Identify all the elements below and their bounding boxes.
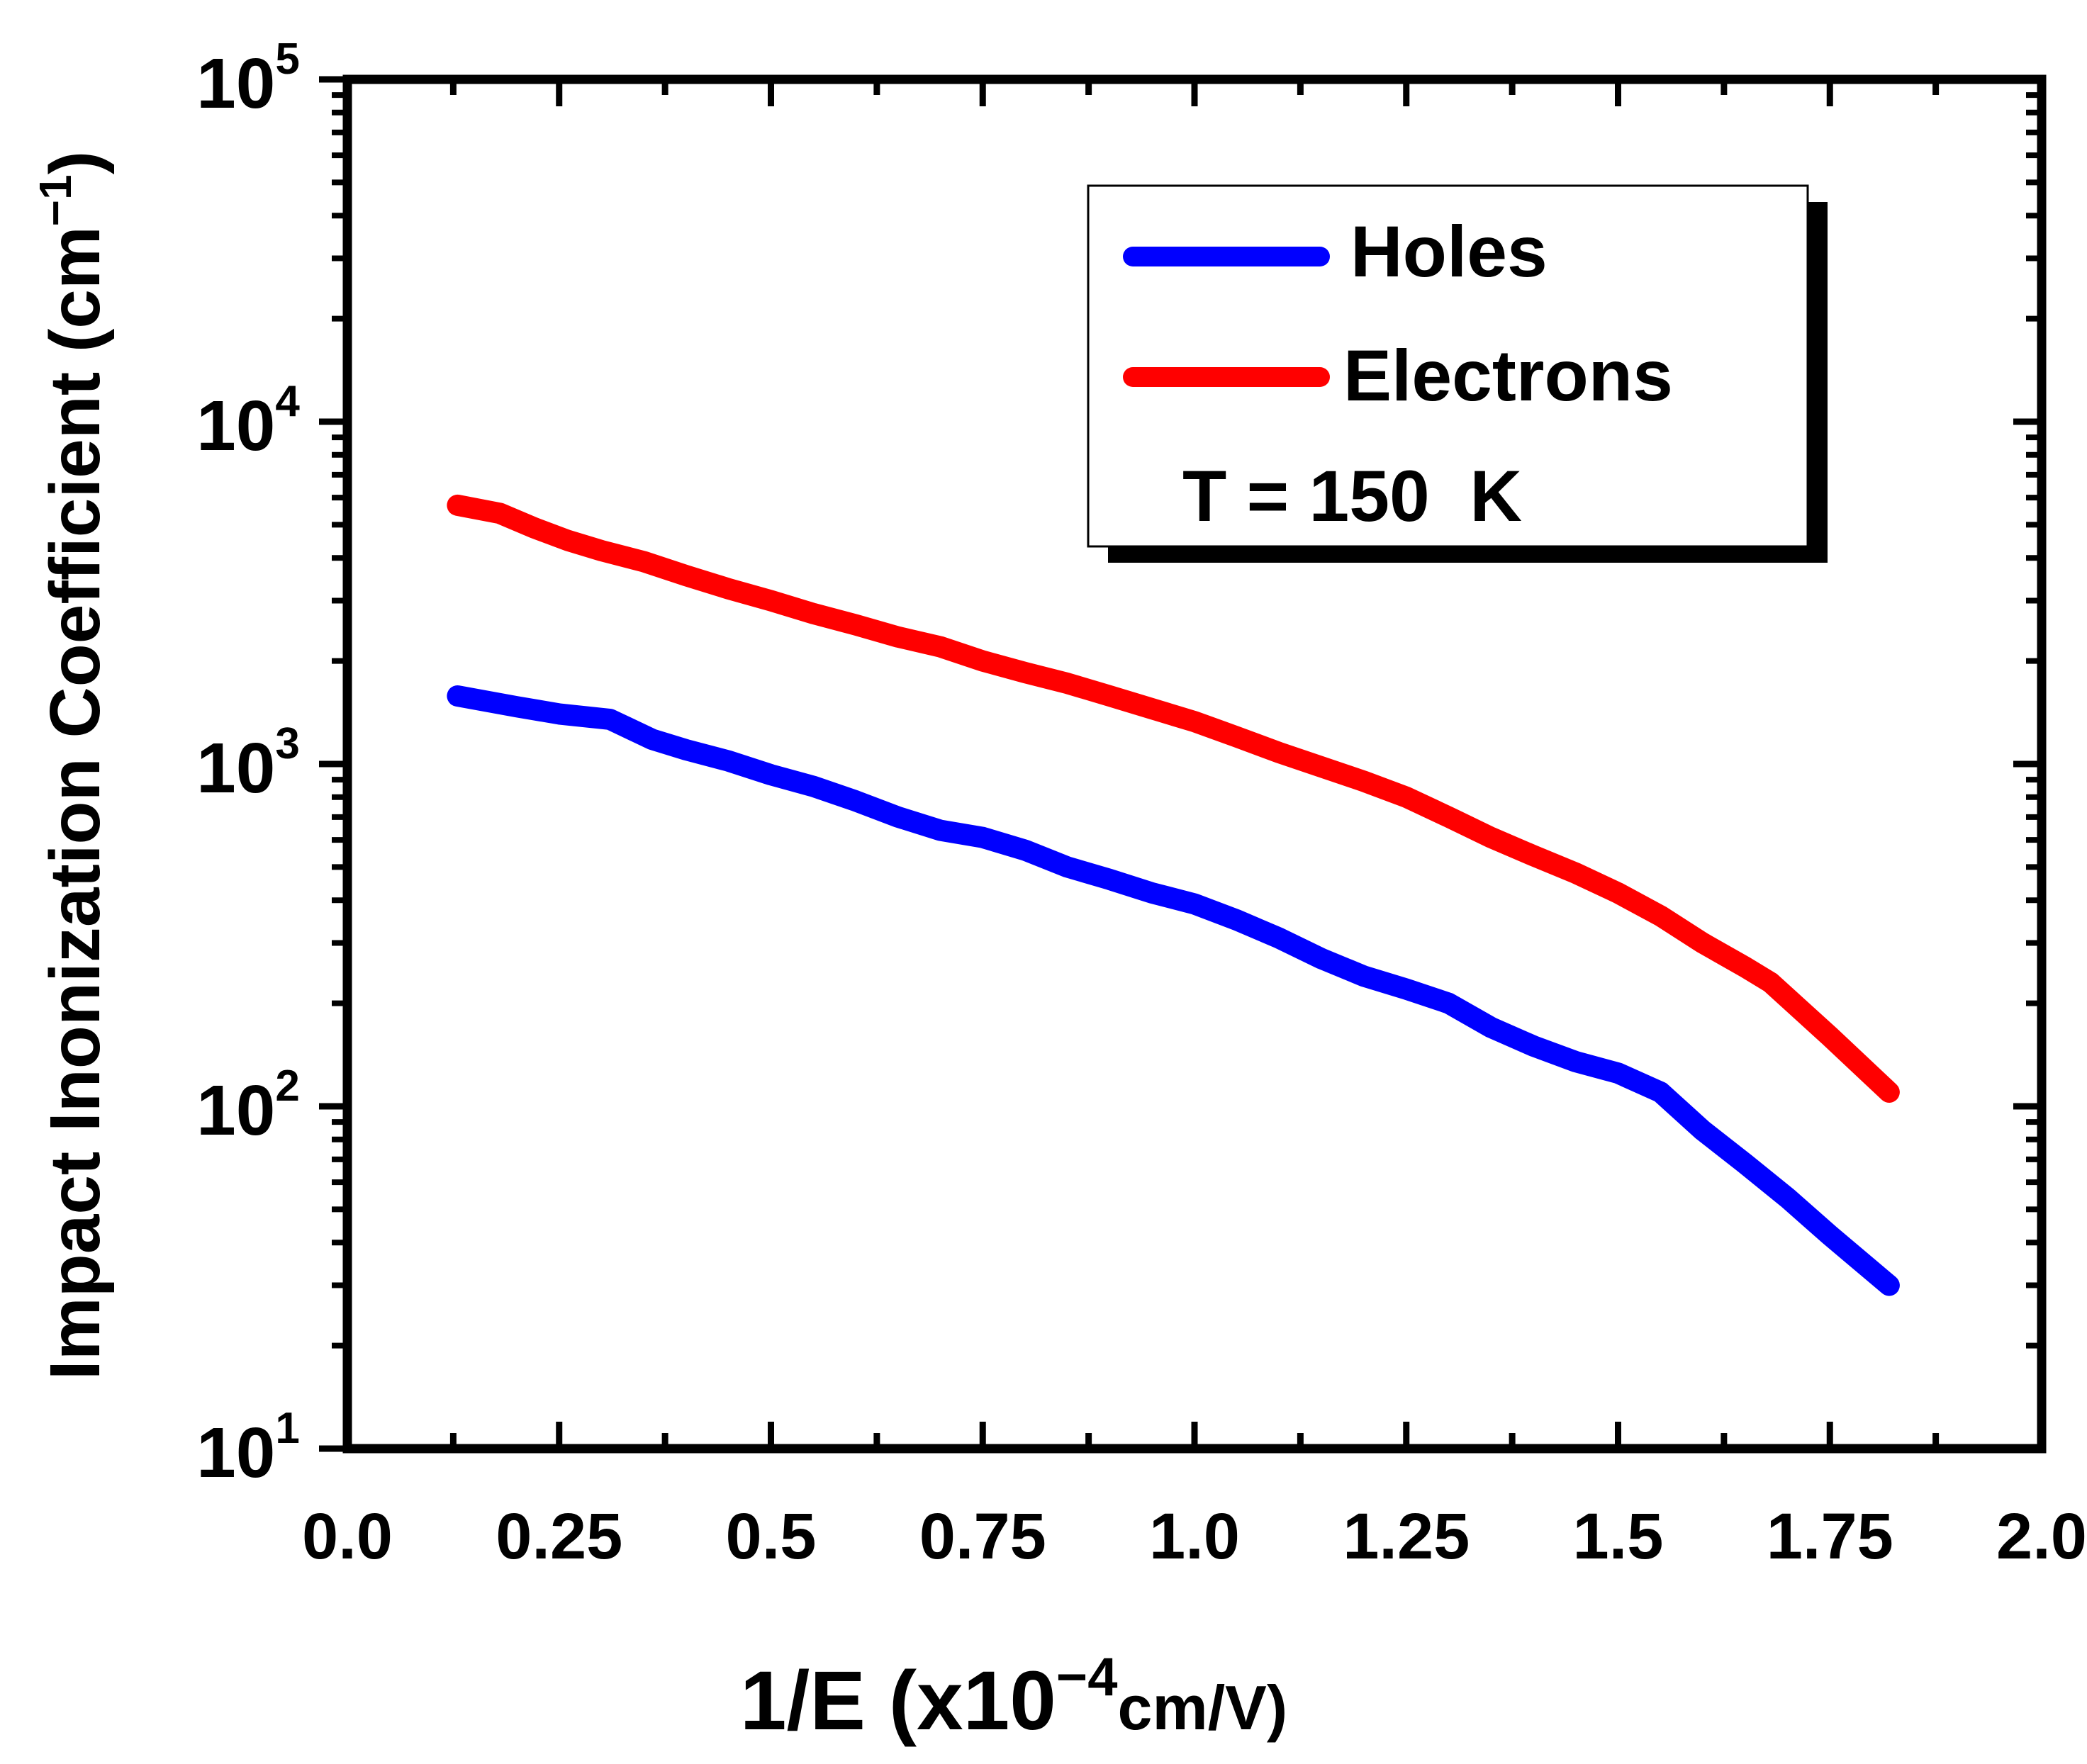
legend-box: [1087, 184, 1809, 548]
x-tick-label: 1.75: [1767, 1500, 1893, 1573]
y-tick-labels: 101 102 103 104 105: [196, 35, 300, 1493]
x-tick-labels: 0.0 0.25 0.5 0.75 1.0 1.25 1.5 1.75 2.0: [302, 1500, 2087, 1573]
y-tick-label: 101: [196, 1404, 300, 1493]
legend-label-electrons: Electrons: [1343, 335, 1673, 416]
y-axis-title: Impact Inonization Coefficient (cm−1): [30, 151, 115, 1380]
y-tick-label: 105: [196, 35, 300, 123]
axis-ticks: [319, 76, 2045, 1452]
y-tick-label: 104: [196, 377, 300, 466]
x-tick-label: 0.0: [302, 1500, 393, 1573]
x-tick-label: 1.0: [1149, 1500, 1240, 1573]
series-line-electrons: [447, 494, 1900, 1103]
temperature-annotation: T = 150 K: [1182, 456, 1522, 536]
x-tick-label: 2.0: [1996, 1500, 2087, 1573]
series-layer: [447, 494, 1900, 1296]
x-tick-label: 0.5: [726, 1500, 817, 1573]
x-tick-label: 0.25: [496, 1500, 622, 1573]
x-tick-label: 0.75: [919, 1500, 1046, 1573]
x-tick-label: 1.5: [1573, 1500, 1664, 1573]
y-tick-label: 102: [196, 1062, 300, 1150]
series-line-holes: [447, 685, 1900, 1296]
y-tick-label: 103: [196, 719, 300, 808]
x-tick-label: 1.25: [1343, 1500, 1470, 1573]
x-axis-title: 1/E (x10−4cm/V): [740, 1647, 1287, 1748]
legend-label-holes: Holes: [1350, 211, 1548, 292]
